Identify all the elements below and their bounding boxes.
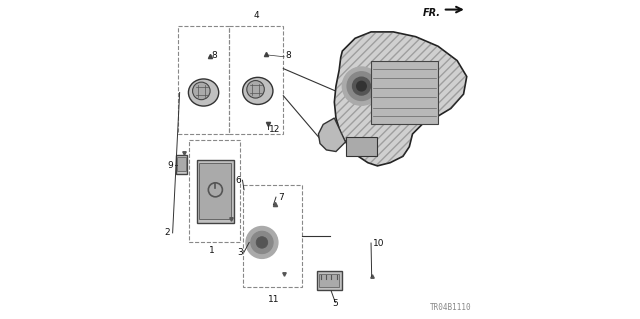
- Circle shape: [347, 72, 376, 100]
- Text: 10: 10: [372, 239, 384, 248]
- Polygon shape: [334, 32, 467, 166]
- Text: 9: 9: [168, 161, 173, 170]
- Ellipse shape: [243, 77, 273, 105]
- Text: 8: 8: [211, 51, 217, 60]
- Ellipse shape: [193, 82, 210, 100]
- Bar: [319, 274, 339, 287]
- Text: 11: 11: [268, 295, 280, 304]
- Ellipse shape: [188, 79, 219, 106]
- Bar: [177, 157, 186, 171]
- Text: 4: 4: [253, 11, 259, 20]
- Bar: [371, 61, 438, 124]
- Bar: [317, 271, 342, 290]
- Bar: [189, 140, 240, 242]
- Ellipse shape: [247, 80, 264, 98]
- Circle shape: [246, 226, 278, 258]
- Circle shape: [353, 77, 371, 95]
- Bar: [200, 163, 231, 219]
- Text: 7: 7: [278, 193, 284, 202]
- Text: 3: 3: [237, 248, 243, 256]
- Text: 12: 12: [269, 125, 280, 134]
- Polygon shape: [319, 118, 346, 152]
- Text: TR04B1110: TR04B1110: [430, 303, 472, 312]
- Bar: [346, 137, 378, 156]
- Bar: [243, 185, 303, 287]
- Text: FR.: FR.: [423, 8, 441, 19]
- Bar: [178, 26, 229, 134]
- Bar: [197, 160, 234, 223]
- Text: 5: 5: [332, 299, 338, 308]
- Circle shape: [356, 81, 366, 91]
- Circle shape: [251, 231, 273, 254]
- Text: 8: 8: [285, 51, 291, 60]
- Bar: [229, 26, 284, 134]
- Text: 6: 6: [235, 176, 241, 185]
- Text: 2: 2: [164, 228, 170, 237]
- Circle shape: [256, 237, 268, 248]
- Bar: [176, 155, 187, 174]
- Text: 1: 1: [209, 246, 214, 255]
- Circle shape: [342, 67, 381, 105]
